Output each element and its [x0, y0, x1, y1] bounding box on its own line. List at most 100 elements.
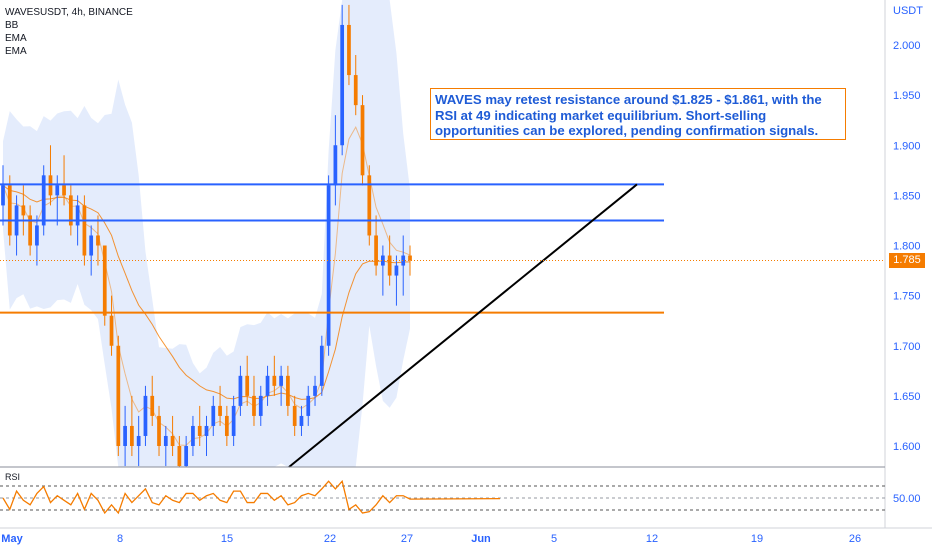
rsi-panel: 50.00: [0, 479, 932, 529]
candle: [313, 375, 317, 406]
candle-body: [89, 235, 94, 256]
candle-body: [313, 385, 317, 396]
candle: [265, 365, 270, 406]
candle: [211, 395, 216, 436]
candle-body: [96, 235, 100, 246]
candle: [224, 405, 229, 446]
candle-body: [136, 435, 141, 446]
candle-body: [374, 235, 378, 266]
candle-body: [333, 145, 338, 186]
candle-body: [55, 185, 60, 196]
candle: [319, 335, 324, 396]
candle: [252, 375, 256, 426]
chart-legend: WAVESUSDT, 4h, BINANCE BB EMA EMA: [5, 6, 133, 58]
candle-body: [408, 255, 412, 261]
candle-body: [367, 175, 372, 236]
candle-body: [381, 255, 385, 266]
candle: [394, 255, 399, 306]
analysis-callout[interactable]: WAVES may retest resistance around $1.82…: [430, 88, 846, 140]
candle-body: [35, 225, 39, 246]
candle: [96, 215, 100, 266]
time-axis: May 8 15 22 27 Jun 5 12 19 26: [1, 533, 861, 545]
candle-body: [245, 375, 250, 396]
candle-body: [238, 375, 243, 406]
time-tick-label: 5: [551, 533, 557, 545]
time-tick-label: 15: [221, 533, 233, 545]
candle-body: [252, 395, 256, 416]
candle: [136, 415, 141, 467]
candle-body: [68, 195, 73, 226]
price-tick-label: 1.650: [893, 391, 921, 403]
candle: [387, 235, 392, 286]
candle-body: [130, 425, 134, 446]
candle: [82, 195, 87, 266]
candle-body: [48, 175, 53, 196]
candle: [292, 395, 297, 436]
price-tick-label: 1.700: [893, 341, 921, 353]
candle-body: [279, 375, 283, 386]
horizontal-levels[interactable]: [0, 183, 664, 314]
candle: [102, 245, 107, 326]
rsi-line: [2, 479, 501, 515]
candle: [272, 355, 277, 396]
candle: [21, 185, 26, 236]
price-tick-label: 1.950: [893, 90, 921, 102]
time-tick-label: 8: [117, 533, 123, 545]
candle-body: [231, 405, 236, 436]
candle: [299, 405, 304, 436]
candle-body: [387, 255, 392, 276]
symbol-title: WAVESUSDT, 4h, BINANCE: [5, 7, 133, 18]
price-tick-label: 1.600: [893, 441, 921, 453]
candle: [374, 215, 378, 276]
candle: [245, 355, 250, 406]
candle-body: [163, 435, 168, 446]
candle: [238, 365, 243, 416]
candle-body: [299, 415, 304, 426]
candle-body: [150, 395, 155, 416]
candle: [130, 395, 134, 457]
time-tick-label: 12: [646, 533, 658, 545]
candle: [116, 335, 121, 457]
candle-body: [157, 415, 161, 446]
candle-body: [306, 395, 311, 416]
trendline[interactable]: [288, 183, 638, 468]
candle-body: [265, 375, 270, 396]
candle-body: [102, 245, 107, 316]
price-axis: 2.000 1.950 1.900 1.850 1.800 1.750 1.700 1.650…: [0, 0, 921, 528]
candle-body: [347, 24, 351, 76]
candle: [35, 215, 39, 266]
candle-body: [394, 265, 399, 276]
candle: [68, 185, 73, 236]
price-tick-label: 1.850: [893, 190, 921, 202]
candle: [353, 55, 358, 116]
candle: [163, 425, 168, 467]
candle-body: [184, 446, 189, 467]
time-tick-label: 26: [849, 533, 861, 545]
candle-body: [41, 175, 46, 226]
candle: [62, 155, 66, 206]
bb-band-fill: [3, 0, 410, 467]
candle-body: [224, 415, 229, 436]
candle-body: [123, 425, 127, 446]
candle-body: [218, 405, 222, 416]
candle: [89, 225, 94, 276]
candle-body: [272, 375, 277, 386]
price-unit-label: USDT: [893, 5, 923, 17]
time-tick-label: 22: [324, 533, 336, 545]
candle: [170, 415, 175, 457]
candle: [191, 415, 195, 457]
time-tick-label: 27: [401, 533, 413, 545]
candle-body: [75, 205, 80, 226]
candle: [258, 385, 263, 426]
candle: [1, 165, 5, 226]
price-tick-label: 2.000: [893, 40, 921, 52]
candle: [28, 205, 32, 256]
candle-body: [109, 315, 114, 346]
candle-body: [197, 425, 202, 436]
candle: [204, 415, 209, 457]
candle: [41, 165, 46, 236]
rsi-tick-label: 50.00: [893, 493, 921, 505]
candle-body: [353, 75, 358, 106]
candle: [109, 295, 114, 356]
